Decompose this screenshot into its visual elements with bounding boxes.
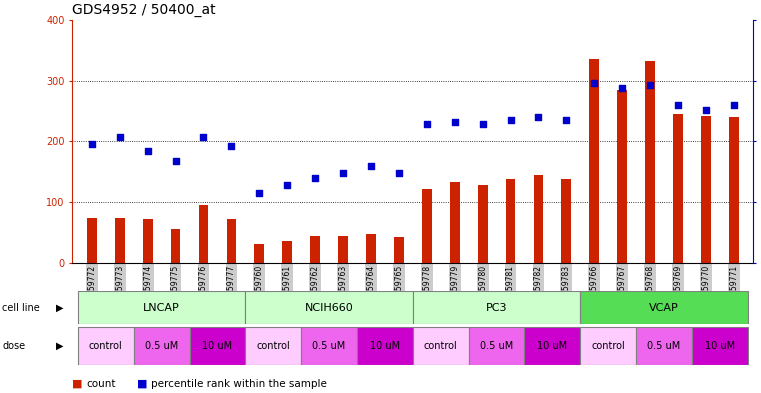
- Bar: [87, 218, 97, 263]
- Text: LNCAP: LNCAP: [143, 303, 180, 312]
- Bar: [692, 327, 748, 365]
- Bar: [394, 237, 404, 263]
- Point: [393, 170, 405, 176]
- Bar: [413, 292, 581, 323]
- Bar: [357, 327, 413, 365]
- Bar: [505, 179, 515, 263]
- Point: [449, 119, 461, 125]
- Bar: [282, 241, 292, 263]
- Bar: [143, 219, 152, 263]
- Bar: [245, 292, 413, 323]
- Bar: [413, 327, 469, 365]
- Point: [142, 148, 154, 154]
- Point: [728, 102, 740, 108]
- Point: [616, 85, 629, 91]
- Text: ▶: ▶: [56, 303, 63, 312]
- Point: [225, 143, 237, 149]
- Point: [253, 189, 266, 196]
- Bar: [422, 189, 431, 263]
- Text: 0.5 uM: 0.5 uM: [648, 341, 680, 351]
- Bar: [562, 179, 572, 263]
- Bar: [617, 90, 627, 263]
- Bar: [254, 244, 264, 263]
- Point: [644, 82, 656, 88]
- Bar: [533, 175, 543, 263]
- Bar: [134, 327, 189, 365]
- Bar: [478, 185, 488, 263]
- Point: [533, 114, 545, 120]
- Text: control: control: [256, 341, 290, 351]
- Point: [337, 170, 349, 176]
- Point: [505, 116, 517, 123]
- Point: [113, 134, 126, 140]
- Text: NCIH660: NCIH660: [304, 303, 353, 312]
- Text: ▶: ▶: [56, 341, 63, 351]
- Text: control: control: [424, 341, 457, 351]
- Point: [588, 80, 600, 86]
- Bar: [590, 59, 599, 263]
- Bar: [115, 218, 125, 263]
- Bar: [450, 182, 460, 263]
- Bar: [366, 234, 376, 263]
- Bar: [581, 327, 636, 365]
- Point: [365, 163, 377, 169]
- Point: [560, 116, 572, 123]
- Text: 10 uM: 10 uM: [705, 341, 735, 351]
- Point: [421, 121, 433, 128]
- Text: 0.5 uM: 0.5 uM: [145, 341, 178, 351]
- Point: [197, 134, 209, 140]
- Text: cell line: cell line: [2, 303, 40, 312]
- Point: [700, 107, 712, 113]
- Bar: [189, 327, 245, 365]
- Bar: [301, 327, 357, 365]
- Point: [309, 175, 321, 181]
- Bar: [227, 219, 236, 263]
- Bar: [673, 114, 683, 263]
- Point: [86, 141, 98, 147]
- Point: [170, 158, 182, 164]
- Text: control: control: [89, 341, 123, 351]
- Bar: [645, 61, 655, 263]
- Bar: [199, 206, 209, 263]
- Bar: [78, 327, 134, 365]
- Point: [476, 121, 489, 128]
- Text: count: count: [86, 379, 116, 389]
- Point: [672, 102, 684, 108]
- Bar: [636, 327, 692, 365]
- Bar: [729, 117, 739, 263]
- Text: VCAP: VCAP: [649, 303, 679, 312]
- Bar: [170, 229, 180, 263]
- Bar: [581, 292, 748, 323]
- Point: [281, 182, 293, 189]
- Text: 10 uM: 10 uM: [202, 341, 233, 351]
- Text: control: control: [591, 341, 625, 351]
- Bar: [338, 236, 348, 263]
- Text: ■: ■: [137, 379, 148, 389]
- Bar: [701, 116, 711, 263]
- Bar: [245, 327, 301, 365]
- Bar: [310, 236, 320, 263]
- Text: PC3: PC3: [486, 303, 508, 312]
- Text: dose: dose: [2, 341, 25, 351]
- Bar: [469, 327, 524, 365]
- Text: 0.5 uM: 0.5 uM: [480, 341, 513, 351]
- Text: 10 uM: 10 uM: [537, 341, 568, 351]
- Bar: [524, 327, 581, 365]
- Text: 10 uM: 10 uM: [370, 341, 400, 351]
- Bar: [78, 292, 245, 323]
- Text: percentile rank within the sample: percentile rank within the sample: [151, 379, 326, 389]
- Text: GDS4952 / 50400_at: GDS4952 / 50400_at: [72, 3, 216, 17]
- Text: 0.5 uM: 0.5 uM: [313, 341, 345, 351]
- Text: ■: ■: [72, 379, 83, 389]
